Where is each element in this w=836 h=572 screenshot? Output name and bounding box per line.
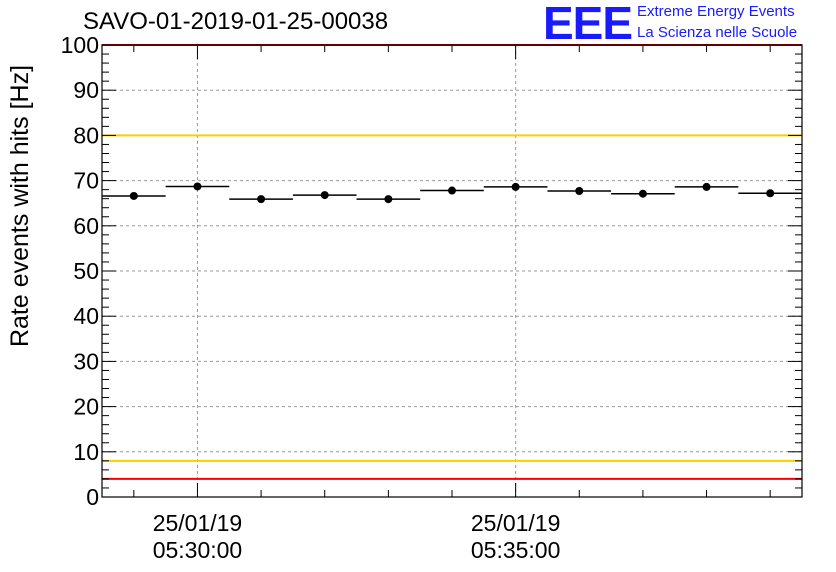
data-point [448,186,456,195]
y-tick-label: 80 [73,122,99,148]
data-point [766,189,775,198]
data-point [384,195,393,204]
data-point [511,182,520,191]
logo-line-1: Extreme Energy Events [637,3,795,20]
tick-marks [102,44,802,498]
x-tick-label-time: 05:30:00 [153,537,243,563]
reference-lines [102,44,802,480]
data-point [575,186,584,195]
y-tick-label: 90 [73,77,99,103]
y-tick-label: 100 [61,32,99,58]
y-tick-labels: 0 10 20 30 40 50 60 70 80 90 100 [61,32,99,510]
data-point [320,191,329,200]
y-tick-label: 30 [73,348,99,374]
chart-title: SAVO-01-2019-01-25-00038 [83,8,389,35]
data-point [638,189,647,198]
x-tick-label-date: 25/01/19 [153,510,243,536]
data-point [257,195,266,204]
y-tick-label: 60 [73,213,99,239]
y-tick-label: 10 [73,439,99,465]
data-point [193,182,202,191]
y-tick-label: 20 [73,394,99,420]
x-tick-label-date: 25/01/19 [471,510,561,536]
x-tick-label-time: 05:35:00 [471,537,561,563]
grid [102,45,802,497]
y-tick-label: 50 [73,258,99,284]
data-points [102,182,802,204]
y-tick-label: 0 [86,484,99,510]
data-point [129,191,138,200]
y-axis-label: Rate events with hits [Hz] [6,65,34,347]
y-tick-label: 40 [73,303,99,329]
eee-logo: EEE [543,0,633,49]
logo-line-2: La Scienza nelle Scuole [637,24,798,41]
data-point [702,182,711,191]
y-tick-label: 70 [73,168,99,194]
